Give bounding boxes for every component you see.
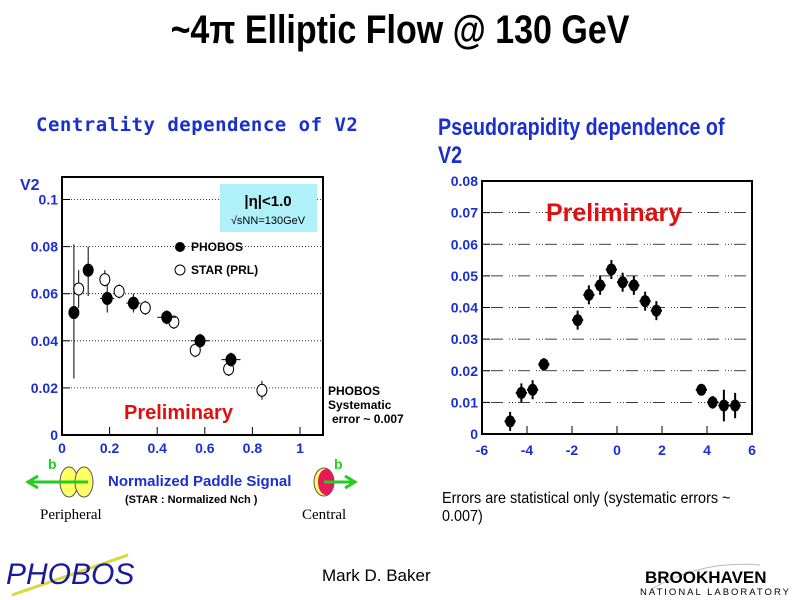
y-tick-label: 0.05 <box>451 268 478 284</box>
y-tick-label: 0.07 <box>451 205 478 221</box>
slide-title: ~4π Elliptic Flow @ 130 GeV <box>170 8 630 52</box>
x-tick-label: 0.2 <box>100 440 120 456</box>
central-label: Central <box>302 507 347 523</box>
x-tick-label: 0.6 <box>195 440 215 456</box>
cut-box <box>220 184 317 232</box>
systematic-error-note: PHOBOS Systematic error ~ 0.007 <box>328 384 404 426</box>
y-tick-label: 0.06 <box>451 236 478 252</box>
pseudorapidity-chart: 0 0.01 0.02 0.03 0.04 0.05 0.06 0.07 0.08 -6 -4 -2 0… <box>451 173 756 458</box>
x-tick-label: 2 <box>658 442 666 458</box>
data-point <box>617 276 628 289</box>
star-point <box>113 284 125 298</box>
systematic-line: PHOBOS <box>328 384 381 398</box>
data-point <box>628 279 639 292</box>
x-tick-label: -4 <box>521 442 534 458</box>
data-point <box>595 279 606 292</box>
phobos-point <box>194 334 206 348</box>
y-tick-label: 0.1 <box>39 192 59 208</box>
central-collision-icon <box>313 467 358 497</box>
data-point <box>538 358 549 371</box>
impact-b-label: b <box>334 456 343 472</box>
phobos-point <box>225 353 237 367</box>
phobos-point <box>82 263 94 277</box>
star-point <box>256 383 268 397</box>
y-tick-label: 0.03 <box>451 331 478 347</box>
x-tick-label: 0.4 <box>147 440 167 456</box>
preliminary-label: Preliminary <box>124 402 234 424</box>
phobos-logo: PHOBOS <box>6 553 134 597</box>
bnl-logo-subtext: NATIONAL LABORATORY <box>640 587 791 598</box>
star-point <box>139 301 151 315</box>
star-point <box>99 273 111 287</box>
data-point <box>505 415 516 428</box>
y-tick-label: 0.06 <box>31 286 58 302</box>
phobos-point <box>101 291 113 305</box>
author-name: Mark D. Baker <box>322 566 431 585</box>
x-tick-label: -6 <box>476 442 489 458</box>
star-point <box>189 343 201 357</box>
data-point <box>651 304 662 317</box>
data-point <box>516 386 527 399</box>
phobos-logo-text: PHOBOS <box>6 558 134 591</box>
y-tick-label: 0.08 <box>451 173 478 189</box>
x-axis-label: Normalized Paddle Signal <box>108 473 291 490</box>
legend-label: PHOBOS <box>191 240 243 254</box>
x-tick-label: 6 <box>748 442 756 458</box>
data-point <box>583 288 594 301</box>
peripheral-collision-icon <box>25 466 94 498</box>
phobos-point <box>161 310 173 324</box>
errors-note: Errors are statistical only (systematic … <box>442 490 731 525</box>
y-tick-label: 0.08 <box>31 239 58 255</box>
x-tick-label: -2 <box>566 442 579 458</box>
y-axis-label: V2 <box>20 177 40 194</box>
x-tick-label: 0 <box>58 440 66 456</box>
y-tick-label: 0 <box>50 427 58 443</box>
data-point <box>527 383 538 396</box>
x-axis-sublabel: (STAR : Normalized Nch ) <box>125 494 258 506</box>
left-subtitle: Centrality dependence of V2 <box>36 114 359 136</box>
y-tick-label: 0.01 <box>451 394 478 410</box>
data-point <box>572 314 583 327</box>
x-tick-label: 1 <box>296 440 304 456</box>
right-subtitle: Pseudorapidity dependence of V2 <box>438 114 725 169</box>
legend-label: STAR (PRL) <box>191 263 258 277</box>
preliminary-label: Preliminary <box>546 199 682 227</box>
phobos-point <box>127 296 139 310</box>
plot-frame <box>61 176 324 436</box>
data-point <box>696 383 707 396</box>
data-point <box>718 399 729 412</box>
phobos-point <box>68 306 80 320</box>
data-point <box>606 263 617 276</box>
bnl-logo-text: BROOKHAVEN <box>645 568 767 587</box>
eta-cut-label: |η|<1.0 <box>244 193 291 210</box>
y-tick-label: 0.02 <box>451 363 478 379</box>
x-tick-label: 0.8 <box>243 440 263 456</box>
y-tick-label: 0.02 <box>31 380 58 396</box>
energy-label: √sNN=130GeV <box>231 215 306 227</box>
data-point <box>730 399 741 412</box>
y-tick-label: 0.04 <box>31 333 58 349</box>
legend-marker-filled <box>175 242 185 252</box>
x-tick-label: 0 <box>613 442 621 458</box>
bnl-logo: BROOKHAVEN NATIONAL LABORATORY <box>640 563 791 598</box>
centrality-chart: 0 0.02 0.04 0.06 0.08 0.1 0 0.2 0.4 0.6 0.8 1 V2 Norm… <box>20 176 324 506</box>
data-point <box>707 396 718 409</box>
data-point <box>640 295 651 308</box>
y-tick-label: 0.04 <box>451 300 478 316</box>
legend-marker-open <box>174 264 186 276</box>
peripheral-label: Peripheral <box>40 507 102 523</box>
star-point <box>73 282 85 296</box>
x-tick-label: 4 <box>703 442 711 458</box>
systematic-line: error ~ 0.007 <box>332 412 404 426</box>
impact-b-label: b <box>48 456 57 472</box>
systematic-line: Systematic <box>328 398 392 412</box>
y-tick-label: 0 <box>470 426 478 442</box>
